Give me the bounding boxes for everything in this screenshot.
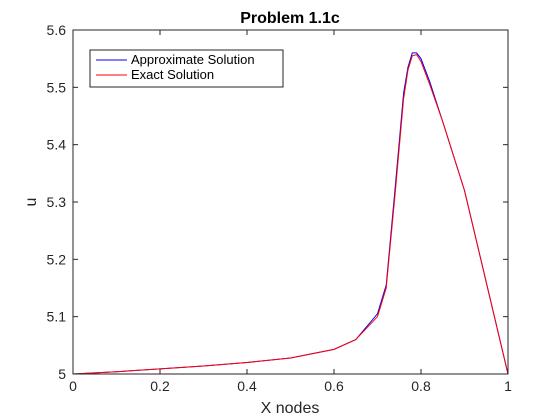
y-tick-label: 5 — [58, 366, 66, 382]
legend: Approximate Solution Exact Solution — [89, 49, 284, 88]
series-layer — [72, 52, 509, 375]
x-tick-label: 0 — [69, 378, 77, 394]
legend-box — [89, 49, 284, 88]
y-tick-label: 5.5 — [47, 79, 67, 95]
y-tick-label: 5.2 — [47, 251, 67, 267]
y-tick-label: 5.3 — [47, 194, 67, 210]
legend-label-approximate: Approximate Solution — [131, 52, 255, 67]
y-tick-label: 5.6 — [47, 22, 67, 38]
x-tick-label: 0.8 — [411, 378, 431, 394]
series-line-exact-solution — [72, 54, 509, 375]
tick-layer: 0 0.2 0.4 0.6 0.8 1 5 5.1 5.2 5.3 5.4 5.5 5.6 — [47, 22, 513, 394]
y-tick-label: 5.1 — [47, 309, 67, 325]
x-tick-label: 0.4 — [237, 378, 257, 394]
y-tick-label: 5.4 — [47, 137, 67, 153]
x-axis-label: X nodes — [261, 400, 320, 417]
legend-label-exact: Exact Solution — [131, 67, 214, 82]
y-axis-label: u — [23, 198, 40, 207]
x-tick-label: 0.2 — [150, 378, 170, 394]
x-tick-label: 0.6 — [324, 378, 344, 394]
x-tick-label: 1 — [504, 378, 512, 394]
chart-title: Problem 1.1c — [240, 10, 340, 27]
